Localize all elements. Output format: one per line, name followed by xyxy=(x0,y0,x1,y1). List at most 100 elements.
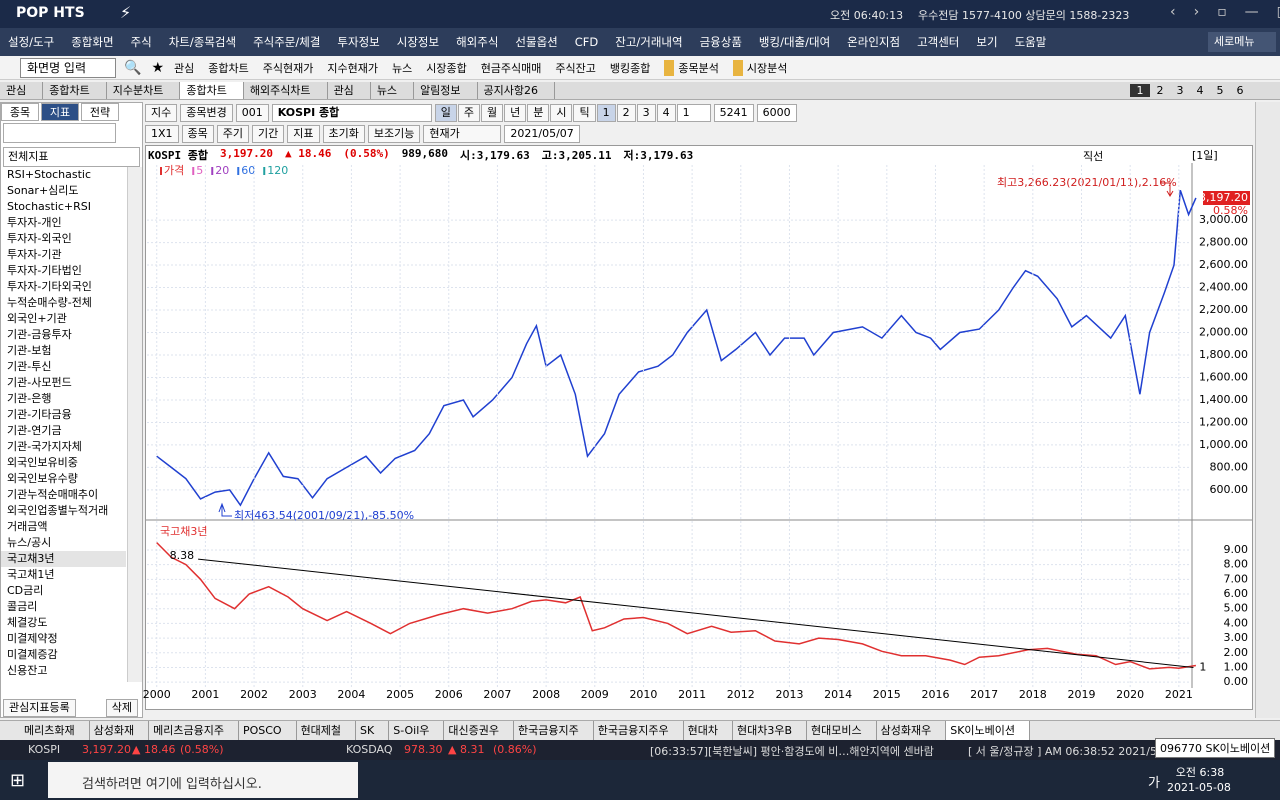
indicator-item[interactable]: 기관-연기금 xyxy=(7,424,62,437)
menu-item[interactable]: 고객센터 xyxy=(917,35,960,49)
indicator-item[interactable]: 체결강도 xyxy=(7,616,48,629)
period-button[interactable]: 년 xyxy=(504,104,527,122)
function-button[interactable]: 현재가 xyxy=(423,124,502,143)
folder-button[interactable]: 종목분석 xyxy=(664,59,719,76)
indicator-item[interactable]: 기관-은행 xyxy=(7,392,52,405)
draw-tool[interactable]: 직선 xyxy=(1083,150,1104,163)
menu-item[interactable]: 해외주식 xyxy=(456,35,499,49)
chart-field[interactable]: 지수 xyxy=(145,104,178,122)
quick-button[interactable]: 주식현재가 xyxy=(262,61,314,75)
indicator-item[interactable]: 투자자-기타외국인 xyxy=(7,280,92,293)
indicator-item[interactable]: Stochastic+RSI xyxy=(7,200,92,213)
stock-tab[interactable]: 한국금융지주 xyxy=(514,721,594,740)
left-tab[interactable]: 지표 xyxy=(41,103,79,121)
indicator-item[interactable]: 기관-투신 xyxy=(7,360,52,373)
indicator-item[interactable]: Sonar+심리도 xyxy=(7,184,79,197)
indicator-item[interactable]: RSI+Stochastic xyxy=(7,168,92,181)
stock-tab[interactable]: 삼성화재 xyxy=(90,721,150,740)
quick-button[interactable]: 주식잔고 xyxy=(555,61,596,75)
layout-button[interactable]: 지표 xyxy=(287,124,320,143)
star-icon[interactable]: ★ xyxy=(151,59,164,76)
screen-tab[interactable]: 알림정보 xyxy=(414,82,478,99)
stock-tab[interactable]: SK이노베이션 xyxy=(946,721,1031,740)
menu-item[interactable]: 설정/도구 xyxy=(8,35,55,49)
layout-button[interactable]: 주기 xyxy=(216,124,250,143)
quick-button[interactable]: 현금주식매매 xyxy=(480,61,542,75)
indicator-item[interactable]: 누적순매수량-전체 xyxy=(7,296,92,309)
chart-field[interactable]: 종목변경 xyxy=(180,104,233,122)
period-button[interactable]: 분 xyxy=(527,104,550,122)
number-button[interactable]: 4 xyxy=(656,104,676,122)
chart-field[interactable]: KOSPI 종합 xyxy=(271,104,432,122)
quick-button[interactable]: 지수현재가 xyxy=(327,61,378,75)
quick-button[interactable]: 뉴스 xyxy=(391,61,413,75)
layout-button[interactable]: 기간 xyxy=(252,124,285,143)
period-button[interactable]: 월 xyxy=(480,104,504,122)
menu-item[interactable]: 금융상품 xyxy=(699,35,742,49)
left-tab[interactable]: 종목 xyxy=(1,103,39,121)
indicator-item[interactable]: 기관-국가지자체 xyxy=(7,440,82,453)
menu-item[interactable]: 종합화면 xyxy=(71,35,114,49)
screen-tab[interactable]: 공지사항26 xyxy=(478,82,556,99)
screen-input[interactable]: 화면명 입력 xyxy=(20,57,116,78)
indicator-item[interactable]: 투자자-기타법인 xyxy=(7,264,82,277)
indicator-item[interactable]: 국고채1년 xyxy=(7,568,55,581)
layout-button[interactable]: 종목 xyxy=(181,124,214,143)
stock-tab[interactable]: 현대제철 xyxy=(297,721,357,740)
period-button[interactable]: 틱 xyxy=(573,104,596,122)
lightning-icon[interactable]: ⚡ xyxy=(120,3,132,22)
tab-page[interactable]: 1 xyxy=(1130,84,1150,97)
stock-tab[interactable]: 현대차 xyxy=(684,721,733,740)
menu-item[interactable]: 투자정보 xyxy=(337,35,380,49)
indicator-item[interactable]: 국고채3년 xyxy=(1,551,126,567)
indicator-item[interactable]: 기관-보험 xyxy=(7,344,52,357)
period-button[interactable]: 주 xyxy=(457,104,480,122)
stock-tab[interactable]: 삼성화재우 xyxy=(877,721,947,740)
quick-button[interactable]: 시장종합 xyxy=(426,61,467,75)
stock-tab[interactable]: 현대차3우B xyxy=(733,721,807,740)
function-button[interactable]: 초기화 xyxy=(322,124,365,143)
menu-item[interactable]: CFD xyxy=(574,35,599,49)
indicator-item[interactable]: 신용잔고 xyxy=(7,664,48,677)
chart-field[interactable]: 001 xyxy=(235,104,269,122)
indicator-item[interactable]: 거래금액 xyxy=(7,520,48,533)
indicator-item[interactable]: 외국인+기관 xyxy=(7,312,67,325)
search-box[interactable] xyxy=(3,123,116,143)
number-button[interactable]: 1 xyxy=(596,104,616,122)
stock-tab[interactable]: 대신증권우 xyxy=(444,721,515,740)
quick-button[interactable]: 뱅킹종합 xyxy=(609,61,651,75)
search-bar[interactable]: 검색하려면 여기에 입력하십시오. xyxy=(48,762,358,798)
indicator-item[interactable]: 외국인보유수량 xyxy=(7,472,78,485)
quick-button[interactable]: 관심 xyxy=(174,61,195,75)
stock-tab[interactable]: 한국금융지주우 xyxy=(594,721,684,740)
menu-item[interactable]: 온라인지점 xyxy=(847,35,901,49)
screen-tab[interactable]: 지수분차트 xyxy=(107,82,181,99)
indicator-item[interactable]: 투자자-외국인 xyxy=(7,232,72,245)
indicator-item[interactable]: 투자자-기관 xyxy=(7,248,62,261)
menu-item[interactable]: 주식주문/체결 xyxy=(253,35,321,49)
menu-item[interactable]: 도움말 xyxy=(1014,35,1047,49)
period-button[interactable]: 일 xyxy=(434,104,457,122)
indicator-item[interactable]: CD금리 xyxy=(7,584,44,597)
function-button[interactable]: 보조기능 xyxy=(367,124,421,143)
menu-item[interactable]: 보기 xyxy=(976,35,998,49)
stock-tab[interactable]: POSCO xyxy=(239,721,297,740)
indicator-item[interactable]: 외국인업종별누적거래 xyxy=(7,504,109,517)
indicator-dropdown[interactable]: 전체지표 xyxy=(3,147,140,167)
date-field[interactable]: 2021/05/07 xyxy=(504,124,580,143)
stock-tab[interactable]: 메리츠금융지주 xyxy=(149,721,239,740)
indicator-item[interactable]: 외국인보유비중 xyxy=(7,456,78,469)
indicator-item[interactable]: 미결제약정 xyxy=(7,632,58,645)
left-tab[interactable]: 전략 xyxy=(81,103,119,121)
screen-tab[interactable]: 관심 xyxy=(0,82,44,99)
menu-item[interactable]: 뱅킹/대출/대여 xyxy=(758,35,831,49)
window-controls[interactable]: ‹›▫—□✕ xyxy=(1170,4,1280,20)
number-button[interactable]: 3 xyxy=(636,104,656,122)
tab-page[interactable]: 3 xyxy=(1176,84,1184,97)
stock-tab[interactable]: SK xyxy=(356,721,390,740)
period-button[interactable]: 시 xyxy=(550,104,573,122)
menu-item[interactable]: 주식 xyxy=(130,35,152,49)
screen-tab[interactable]: 뉴스 xyxy=(371,82,415,99)
stock-tab[interactable]: 현대모비스 xyxy=(807,721,877,740)
folder-button[interactable]: 시장분석 xyxy=(732,59,787,76)
